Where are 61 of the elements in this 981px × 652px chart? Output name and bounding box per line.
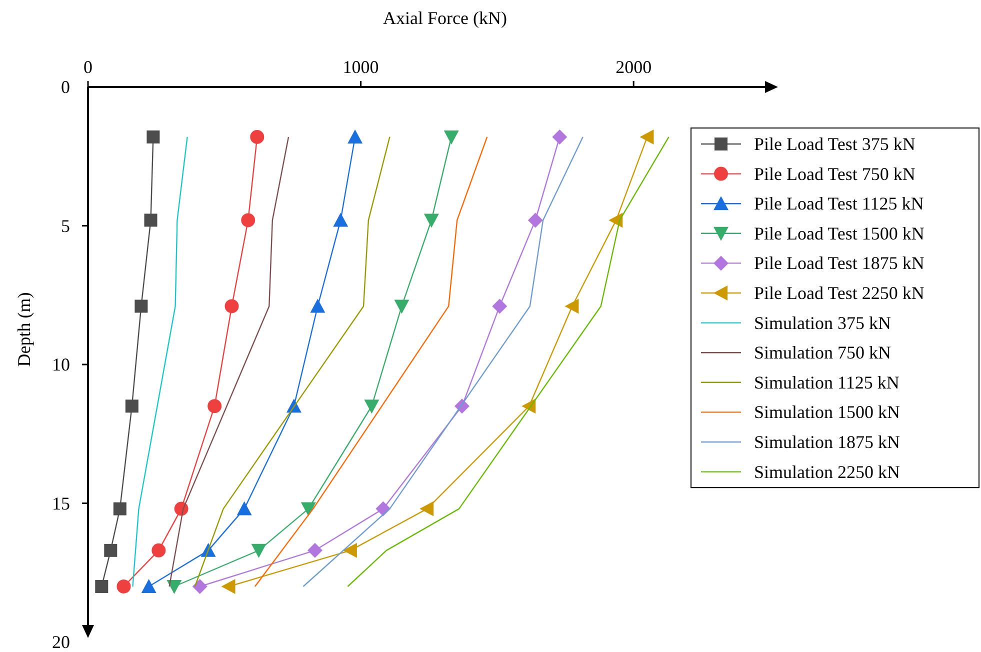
x-axis-title: Axial Force (kN) (383, 8, 507, 28)
point (528, 212, 543, 228)
line-series (302, 136, 584, 588)
y-tick-label: 10 (52, 354, 70, 374)
y-tick-label: 5 (61, 216, 70, 236)
y-tick-label: 0 (61, 77, 70, 97)
line-series (254, 136, 488, 588)
legend-label: Simulation 1875 kN (754, 432, 900, 452)
y-tick-label: 15 (52, 493, 70, 514)
legend-label: Pile Load Test 1875 kN (754, 253, 924, 274)
legend-label: Pile Load Test 375 kN (754, 134, 916, 154)
point (116, 580, 131, 594)
point (236, 501, 252, 516)
point (300, 502, 316, 516)
point (342, 542, 357, 558)
x-tick-label: 0 (84, 57, 92, 77)
point (134, 300, 148, 313)
point (333, 212, 348, 227)
point (221, 579, 236, 594)
point (104, 544, 118, 557)
point (241, 213, 256, 228)
point (420, 501, 434, 516)
point (141, 579, 156, 593)
point (492, 298, 508, 314)
point (224, 299, 239, 314)
line-series (132, 136, 188, 588)
point (113, 502, 126, 516)
point (552, 129, 568, 144)
point (251, 544, 266, 558)
legend-label: Pile Load Test 750 kN (754, 164, 916, 184)
point (152, 543, 166, 558)
point (310, 298, 326, 313)
point (125, 400, 138, 413)
x-tick-label: 2000 (616, 57, 652, 77)
point (144, 214, 158, 227)
point (640, 129, 654, 144)
legend-label: Pile Load Test 1125 kN (754, 194, 924, 214)
point (394, 300, 410, 314)
y-tick-label: 20 (52, 632, 70, 652)
point (95, 580, 108, 593)
point (364, 400, 380, 414)
x-tick-label: 1000 (342, 57, 379, 77)
point (444, 130, 459, 144)
point (192, 579, 208, 594)
point (307, 542, 322, 558)
legend-label: Simulation 1125 kN (754, 372, 900, 392)
legend-label: Pile Load Test 1500 kN (754, 223, 924, 244)
legend-label: Simulation 1500 kN (754, 402, 900, 422)
point (208, 399, 222, 414)
point (146, 130, 160, 144)
line-series (347, 136, 670, 588)
y-axis-title: Depth (m) (14, 292, 34, 367)
point (250, 130, 264, 144)
legend-label: Pile Load Test 2250 kN (754, 283, 924, 303)
legend-label: Simulation 375 kN (754, 312, 892, 333)
legend-label: Simulation 750 kN (754, 342, 892, 363)
point (348, 129, 363, 144)
point (564, 298, 579, 314)
point (424, 214, 439, 228)
legend-label: Simulation 2250 kN (754, 462, 900, 482)
point (166, 580, 182, 594)
